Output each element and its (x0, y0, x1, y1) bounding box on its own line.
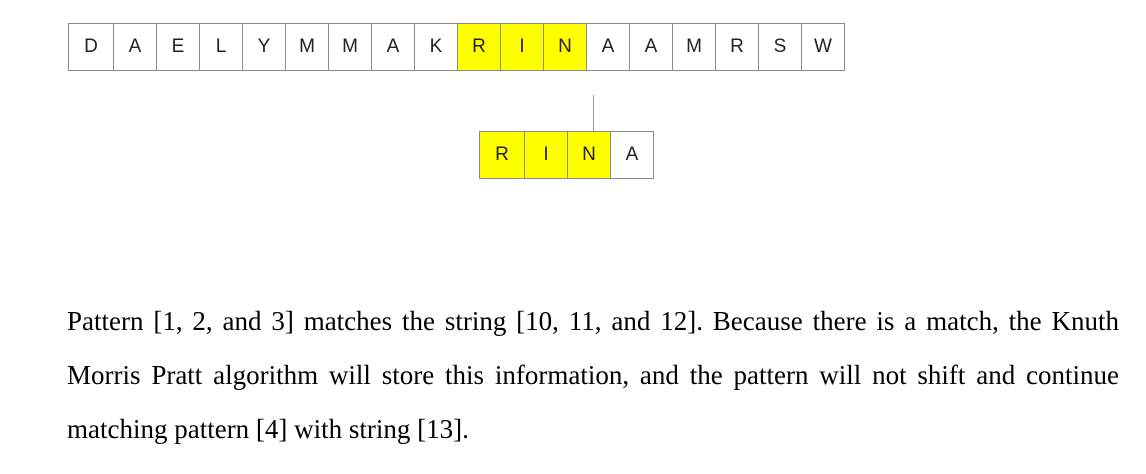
text-char-cell: I (500, 23, 544, 71)
text-char-cell: K (414, 23, 458, 71)
pattern-char-cell: I (524, 131, 568, 179)
text-char-cell: E (156, 23, 200, 71)
text-char-cell: M (285, 23, 329, 71)
text-char-cell: A (113, 23, 157, 71)
explanation-paragraph: Pattern [1, 2, and 3] matches the string… (67, 306, 1119, 444)
text-char-cell: W (801, 23, 845, 71)
text-char-cell: M (672, 23, 716, 71)
pattern-char-cell: A (610, 131, 654, 179)
text-char-cell: M (328, 23, 372, 71)
pattern-char-cell: N (567, 131, 611, 179)
text-char-cell: N (543, 23, 587, 71)
text-char-cell: D (68, 23, 114, 71)
text-char-cell: A (371, 23, 415, 71)
text-char-cell: A (629, 23, 673, 71)
text-char-cell: R (457, 23, 501, 71)
text-char-cell: S (758, 23, 802, 71)
text-char-cell: L (199, 23, 243, 71)
text-char-cell: Y (242, 23, 286, 71)
text-char-cell: A (586, 23, 630, 71)
match-connector-line (593, 95, 594, 131)
pattern-char-cell: R (479, 131, 525, 179)
text-char-cell: R (715, 23, 759, 71)
